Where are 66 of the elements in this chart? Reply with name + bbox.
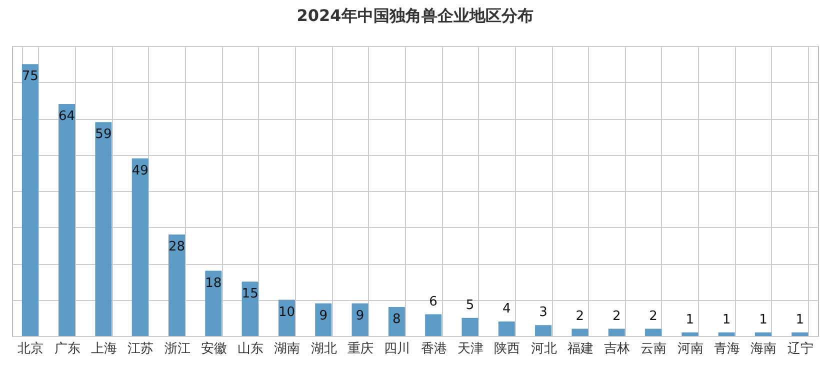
data-label: 59 <box>95 127 112 142</box>
bar <box>792 332 808 336</box>
x-tick-label: 天津 <box>457 342 484 356</box>
x-tick-label: 安徽 <box>200 340 227 356</box>
x-tick-label: 河北 <box>530 342 557 356</box>
data-label: 5 <box>466 298 474 313</box>
bar <box>718 332 735 336</box>
data-label: 1 <box>796 312 804 328</box>
data-label: 9 <box>356 308 364 324</box>
x-tick-label: 云南 <box>640 342 667 356</box>
x-tick-label: 上海 <box>90 342 117 356</box>
x-tick-label: 辽宁 <box>787 340 814 356</box>
x-tick-label: 江苏 <box>128 342 154 356</box>
x-tick-label: 北京 <box>18 342 44 356</box>
bar <box>645 328 662 336</box>
chart-title: 2024年中国独角兽企业地区分布 <box>296 6 534 25</box>
bar <box>242 282 258 336</box>
bar <box>58 104 76 336</box>
data-label: 2 <box>649 308 658 324</box>
data-label: 9 <box>319 308 328 324</box>
data-label: 2 <box>612 308 621 324</box>
bar <box>535 325 552 336</box>
bar <box>352 303 368 336</box>
data-label: 18 <box>205 276 222 291</box>
data-label: 1 <box>759 312 768 328</box>
bar <box>462 318 478 336</box>
data-label: 6 <box>429 294 438 310</box>
x-tick-label: 浙江 <box>164 342 190 356</box>
bar <box>168 234 185 336</box>
bar <box>132 158 148 336</box>
data-label: 4 <box>502 302 511 316</box>
bar <box>572 328 588 336</box>
bar <box>608 328 625 336</box>
x-tick-label: 四川 <box>384 342 410 356</box>
bar <box>754 332 772 336</box>
data-label: 8 <box>392 312 401 327</box>
data-label: 10 <box>278 304 295 320</box>
bar <box>388 307 405 336</box>
x-tick-label: 青海 <box>714 342 740 356</box>
data-label: 49 <box>132 163 148 178</box>
bar <box>205 270 222 336</box>
data-label: 15 <box>242 286 258 302</box>
x-tick-label: 吉林 <box>604 342 630 356</box>
bar <box>315 303 332 336</box>
bar <box>425 314 442 336</box>
x-tick-label: 重庆 <box>348 342 374 356</box>
x-tick-label: 河南 <box>677 342 704 356</box>
bar <box>22 64 38 336</box>
x-tick-label: 香港 <box>420 342 447 356</box>
data-label: 75 <box>22 69 38 84</box>
x-tick-label: 山东 <box>238 342 264 356</box>
x-tick-label: 陕西 <box>494 342 520 356</box>
x-tick-label: 海南 <box>750 342 777 356</box>
x-tick-label: 湖南 <box>274 342 300 356</box>
bar <box>95 122 112 336</box>
data-label: 28 <box>168 240 186 254</box>
bar <box>682 332 698 336</box>
x-tick-label: 湖北 <box>310 342 337 356</box>
data-label: 1 <box>722 312 731 328</box>
x-tick-label: 福建 <box>567 342 594 356</box>
data-label: 2 <box>576 308 584 324</box>
bar <box>498 322 515 336</box>
data-label: 64 <box>58 109 76 124</box>
data-label: 3 <box>539 305 548 320</box>
x-tick-label: 广东 <box>54 342 80 356</box>
data-label: 1 <box>686 312 694 328</box>
